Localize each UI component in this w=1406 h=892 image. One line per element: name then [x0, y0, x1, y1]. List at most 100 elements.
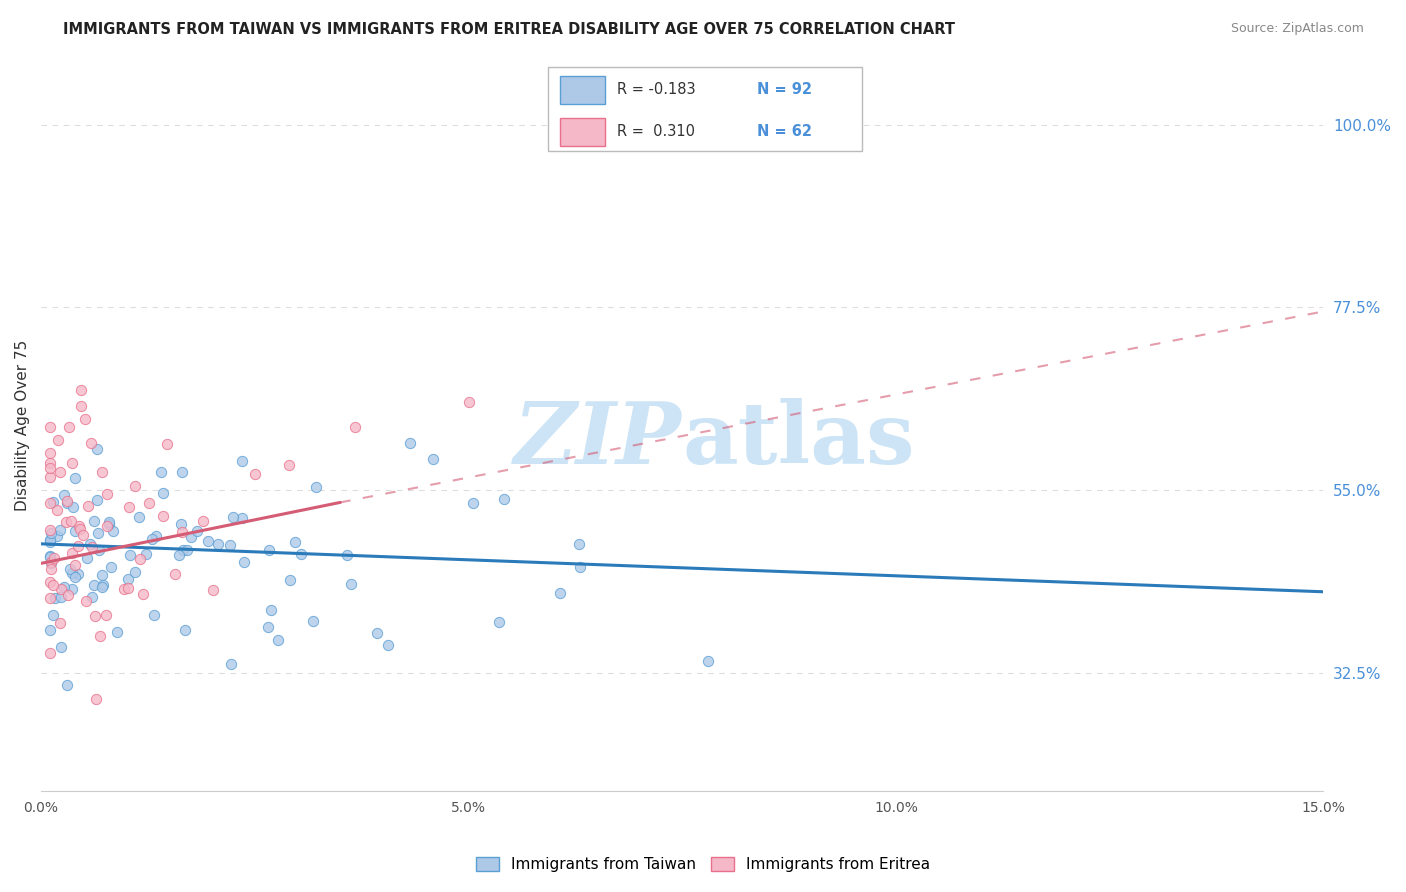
Point [63, 569, 86, 583]
Point [38, 533, 60, 547]
Text: N = 62: N = 62 [756, 124, 811, 139]
Point [65, 558, 87, 572]
Point [567, 537, 589, 551]
Point [80, 590, 103, 604]
Point [143, 607, 166, 622]
Point [75, 412, 97, 426]
Point [49, 466, 72, 480]
Point [44, 591, 66, 605]
Point [98, 515, 121, 529]
Point [339, 576, 361, 591]
Point [284, 535, 307, 549]
Point [38, 623, 60, 637]
Point [41, 556, 63, 570]
Point [267, 632, 290, 647]
Point [290, 548, 312, 562]
Point [80, 436, 103, 450]
Point [79, 537, 101, 551]
Point [278, 458, 301, 473]
Point [53, 580, 76, 594]
Point [69, 518, 91, 533]
Point [65, 524, 87, 538]
FancyBboxPatch shape [561, 119, 605, 146]
Point [49, 640, 72, 654]
Point [87, 543, 110, 558]
Point [86, 493, 108, 508]
Point [91, 578, 114, 592]
Point [165, 566, 187, 581]
Point [186, 524, 208, 538]
Point [53, 488, 76, 502]
Point [344, 420, 367, 434]
Point [38, 456, 60, 470]
Point [44, 550, 66, 565]
Point [49, 590, 72, 604]
Point [156, 437, 179, 451]
Point [66, 567, 89, 582]
FancyBboxPatch shape [561, 76, 605, 104]
Point [42, 578, 65, 592]
Text: N = 92: N = 92 [756, 82, 811, 97]
Point [38, 496, 60, 510]
Point [141, 532, 163, 546]
Point [231, 511, 253, 525]
Point [150, 465, 173, 479]
Point [70, 383, 93, 397]
Point [38, 461, 60, 475]
Point [132, 587, 155, 601]
Point [91, 465, 114, 479]
Point [45, 529, 67, 543]
Text: atlas: atlas [682, 398, 915, 482]
FancyBboxPatch shape [547, 67, 862, 151]
Point [257, 542, 280, 557]
Point [231, 454, 253, 468]
Point [90, 568, 112, 582]
Point [457, 395, 479, 409]
Point [60, 546, 83, 560]
Y-axis label: Disability Age Over 75: Disability Age Over 75 [15, 340, 30, 511]
Legend: Immigrants from Taiwan, Immigrants from Eritrea: Immigrants from Taiwan, Immigrants from … [468, 849, 938, 880]
Point [38, 534, 60, 549]
Point [96, 518, 118, 533]
Point [96, 487, 118, 501]
Point [422, 451, 444, 466]
Point [207, 537, 229, 551]
Point [170, 525, 193, 540]
Text: R = -0.183: R = -0.183 [617, 82, 696, 97]
Point [152, 486, 174, 500]
Point [180, 531, 202, 545]
Point [39, 562, 62, 576]
Point [55, 515, 77, 529]
Point [56, 494, 79, 508]
Point [83, 514, 105, 528]
Point [94, 607, 117, 622]
Point [697, 654, 720, 668]
Text: R =  0.310: R = 0.310 [617, 124, 695, 139]
Point [72, 528, 94, 542]
Point [83, 609, 105, 624]
Point [84, 692, 107, 706]
Point [60, 582, 83, 597]
Point [83, 578, 105, 592]
Point [170, 466, 193, 480]
Point [366, 626, 388, 640]
Point [494, 491, 516, 506]
Point [172, 543, 194, 558]
Point [569, 559, 592, 574]
Point [38, 549, 60, 564]
Point [120, 548, 142, 562]
Point [42, 495, 65, 509]
Point [152, 509, 174, 524]
Point [39, 525, 62, 540]
Point [38, 647, 60, 661]
Point [222, 510, 245, 524]
Point [48, 615, 70, 630]
Text: Source: ZipAtlas.com: Source: ZipAtlas.com [1230, 22, 1364, 36]
Point [280, 574, 302, 588]
Point [548, 585, 571, 599]
Point [63, 471, 86, 485]
Point [243, 467, 266, 481]
Point [105, 624, 128, 639]
Point [56, 496, 79, 510]
Point [46, 433, 69, 447]
